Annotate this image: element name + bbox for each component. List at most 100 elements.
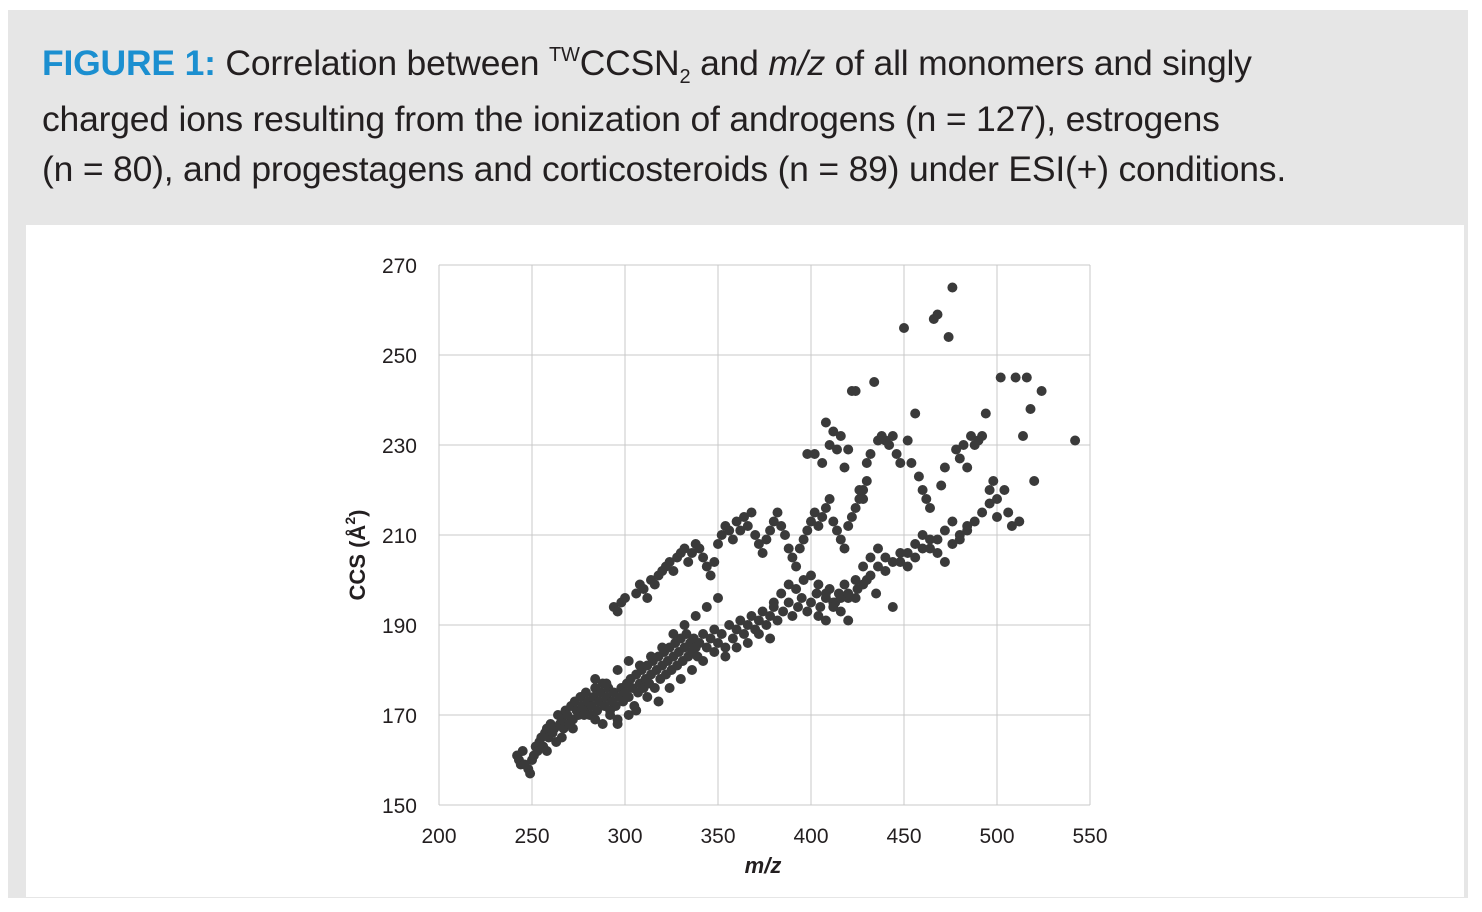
figure-label: FIGURE 1: [42,43,216,83]
scatter-point [969,516,980,527]
scatter-point [1036,386,1047,396]
scatter-point [954,530,965,540]
scatter-point [668,629,679,639]
scatter-point [925,503,935,513]
scatter-point [828,426,839,437]
scatter-point [772,615,783,626]
scatter-point [713,593,723,603]
x-tick-label: 500 [979,825,1014,848]
scatter-point [612,719,623,729]
scatter-point [694,638,705,648]
scatter-point [787,611,798,621]
scatter-point [620,593,630,603]
scatter-point [925,543,935,554]
scatter-point [742,638,753,648]
scatter-point [783,597,794,608]
scatter-point [858,579,869,590]
scatter-point [739,512,749,522]
scatter-point [832,444,842,455]
y-axis-title-sup: 2 [342,517,358,525]
figure-caption: FIGURE 1: Correlation between TWCCSN2 an… [42,38,1442,194]
scatter-point [631,588,642,599]
scatter-point [646,651,656,662]
scatter-point [679,543,690,554]
caption-line-3: (n = 80), and progestagens and corticost… [42,149,1286,189]
scatter-point [567,723,578,734]
scatter-point [846,512,857,522]
scatter-point [820,588,831,599]
scatter-point [910,408,921,419]
scatter-point [1021,372,1032,383]
y-axis-title-close: ) [345,510,370,517]
scatter-point [947,516,958,527]
scatter-point [757,606,768,617]
scatter-point [742,521,753,531]
scatter-point [753,629,764,639]
scatter-point [906,458,917,468]
scatter-point [977,507,988,518]
scatter-point [962,521,973,531]
scatter-point [839,462,850,473]
scatter-point [720,642,731,653]
caption-superscript: TW [549,44,580,66]
scatter-point [887,602,898,612]
scatter-point [921,494,932,504]
scatter-point [887,431,898,441]
scatter-point [713,539,723,549]
scatter-point [690,611,701,621]
scatter-point [947,539,958,549]
scatter-point [880,566,891,576]
scatter-point [820,503,831,513]
scatter-point [809,507,820,518]
scatter-point [932,548,943,558]
scatter-point [802,606,813,617]
scatter-point [716,530,727,540]
scatter-point [947,282,958,293]
scatter-point [817,458,828,468]
scatter-point [917,530,928,540]
scatter-point [668,566,679,576]
scatter-point [977,431,988,441]
scatter-point [698,629,709,639]
scatter-point [850,593,861,603]
y-tick-label: 210 [382,525,417,548]
scatter-point [992,512,1002,522]
scatter-point [798,534,809,545]
scatter-point [887,557,898,567]
x-tick-label: 200 [421,825,456,848]
scatter-point [980,408,991,419]
caption-text: of all monomers and singly [825,43,1252,83]
scatter-point [995,372,1006,383]
scatter-point [902,435,913,446]
caption-subscript: 2 [679,66,691,88]
scatter-point [701,561,712,572]
scatter-point [612,665,623,675]
scatter-point [765,525,776,536]
scatter-point [999,485,1010,495]
scatter-point [1010,372,1021,383]
scatter-point [936,480,947,491]
scatter-point [865,552,876,563]
scatter-point [694,543,705,554]
scatter-point [939,462,950,473]
scatter-point [939,525,950,536]
scatter-point [750,530,761,540]
scatter-point [794,543,805,554]
x-tick-label: 350 [700,825,735,848]
scatter-point [623,710,634,720]
scatter-point [895,458,906,468]
scatter-point [753,539,764,549]
scatter-point [871,588,882,599]
scatter-point [793,602,803,612]
scatter-point [768,597,779,608]
scatter-point [739,629,749,639]
scatter-point [517,746,528,756]
scatter-point [902,561,913,572]
y-tick-label: 190 [382,615,417,638]
scatter-point [791,584,802,594]
scatter-point [783,543,794,554]
scatter-point [984,498,995,509]
scatter-point [780,530,790,540]
x-tick-label: 300 [607,825,642,848]
scatter-point [791,561,802,572]
